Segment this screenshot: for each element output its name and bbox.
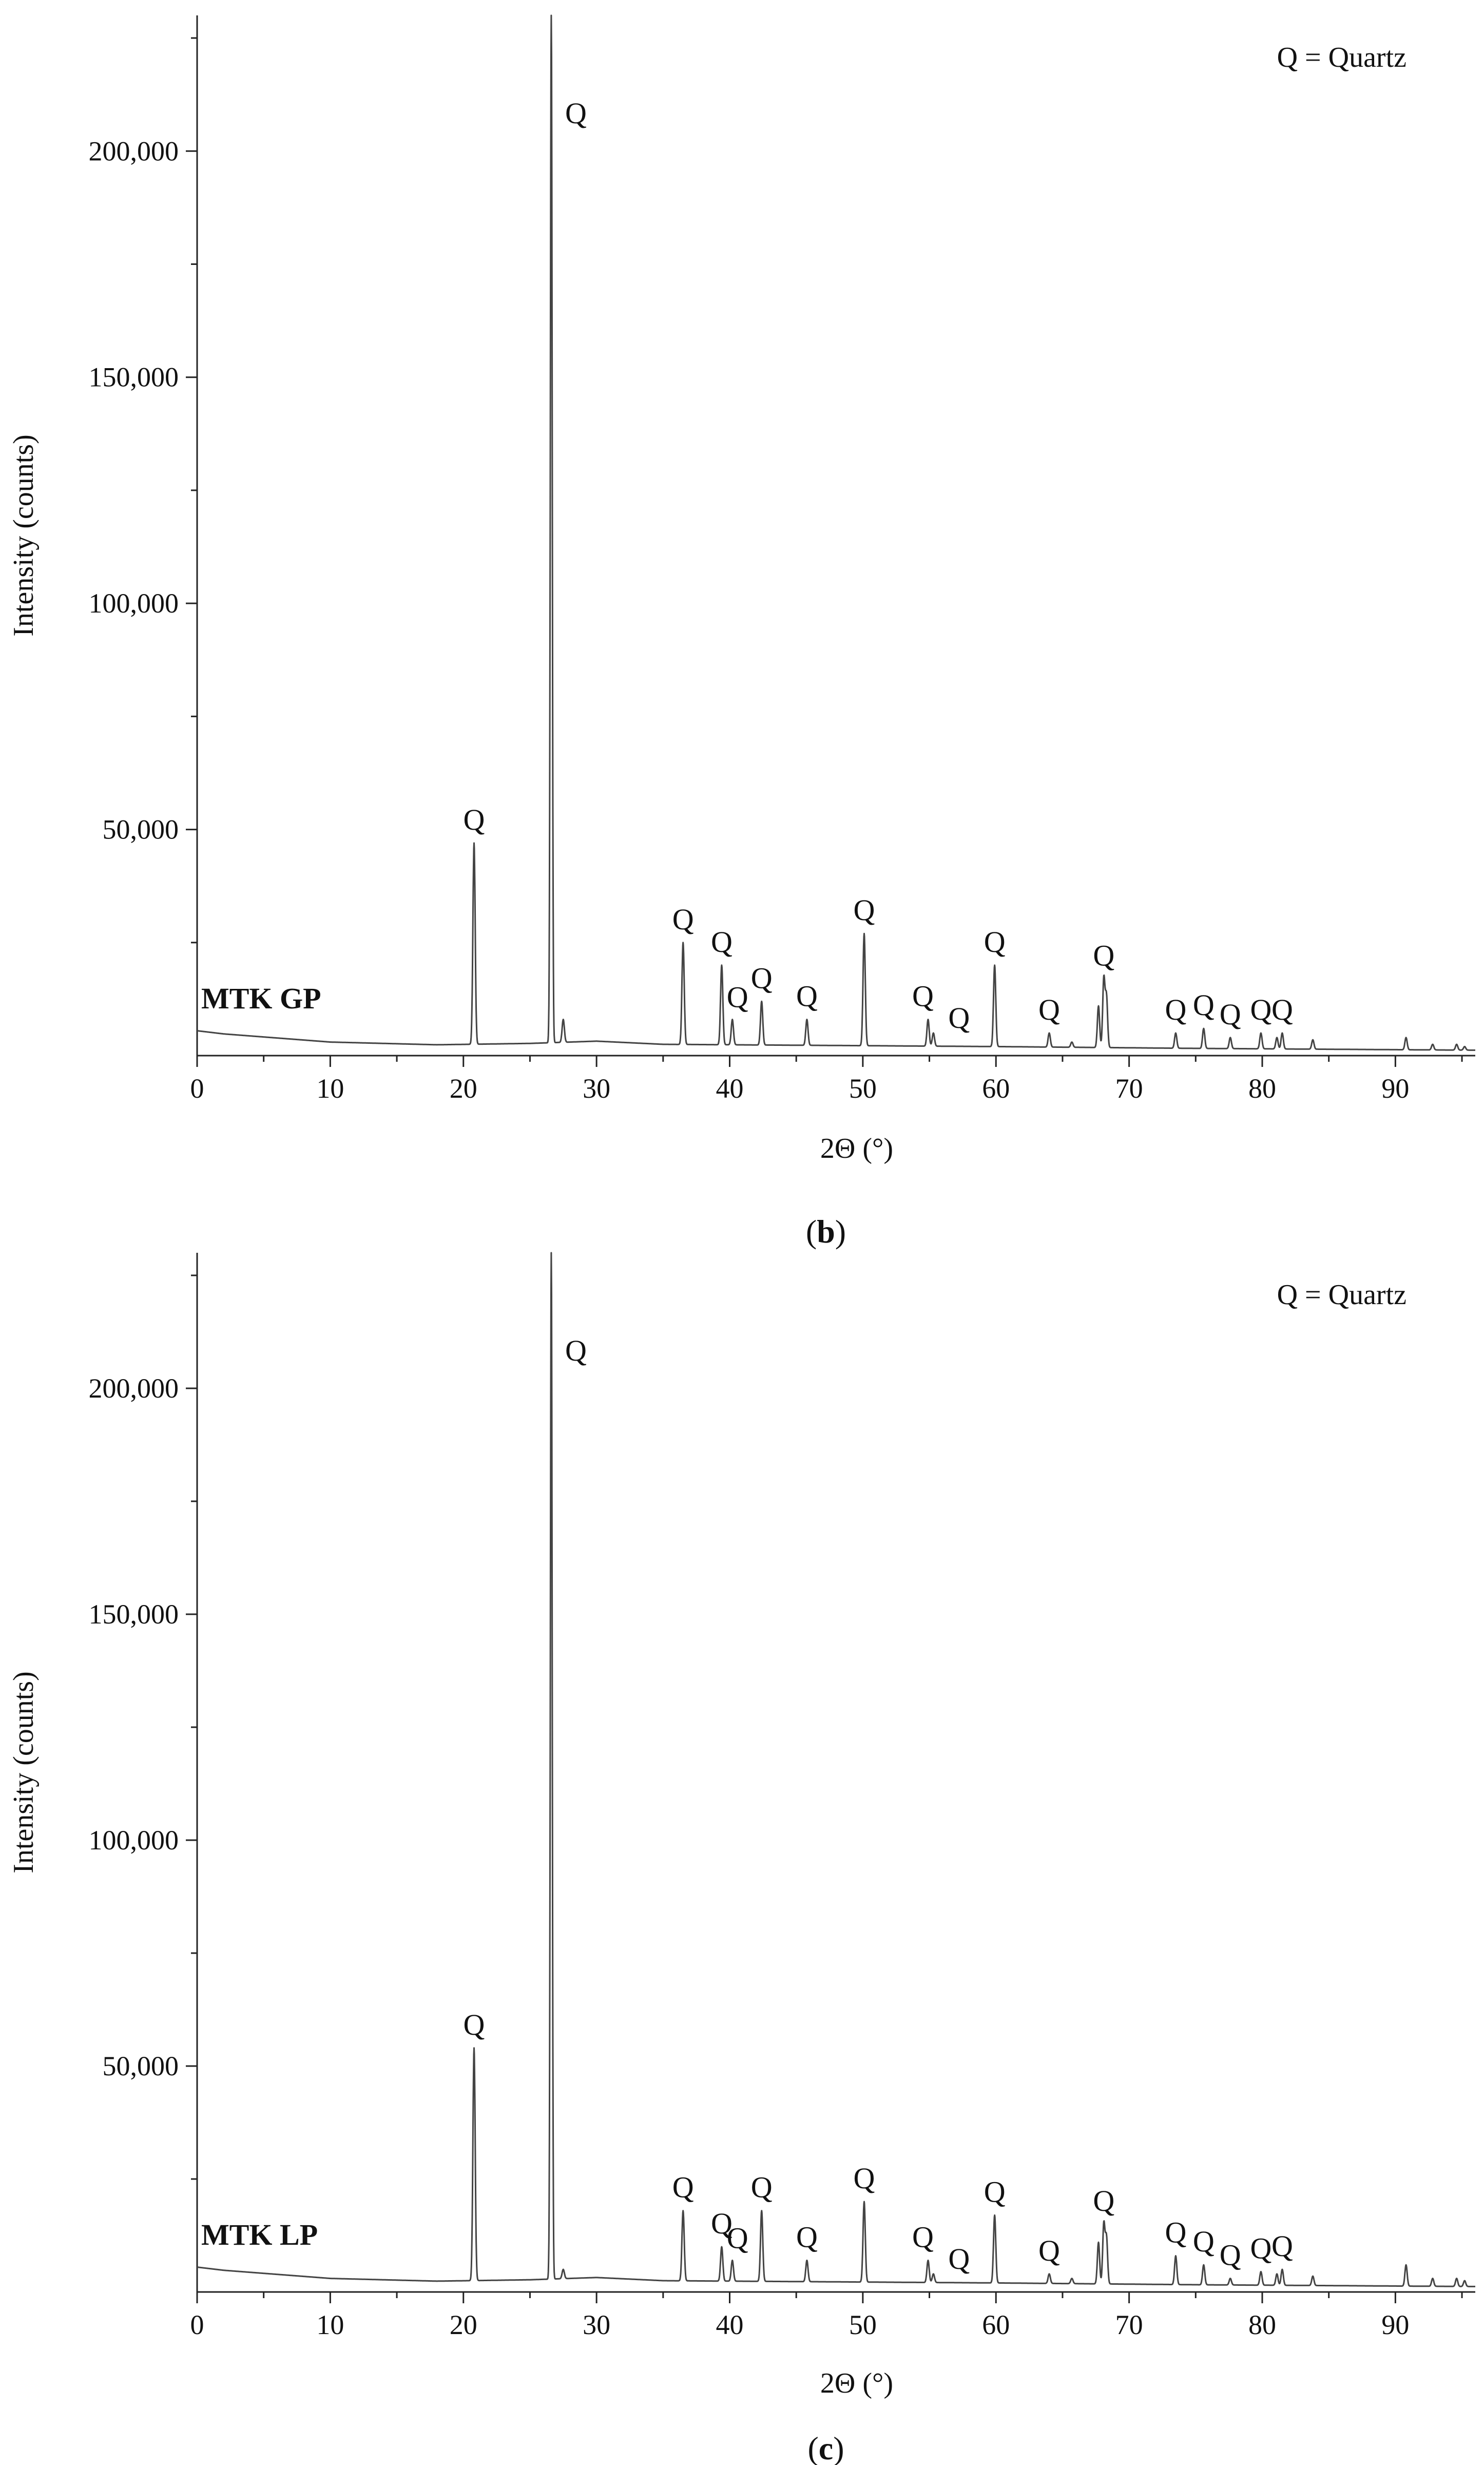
y-tick-label: 50,000 — [103, 814, 179, 845]
peak-label: Q — [1193, 2225, 1215, 2258]
y-tick-label: 200,000 — [89, 136, 179, 166]
x-tick-label: 40 — [716, 2309, 744, 2340]
panel-label-open-paren: ( — [807, 2430, 818, 2465]
x-tick-label: 70 — [1115, 1073, 1143, 1104]
sample-label: MTK GP — [201, 982, 321, 1015]
y-tick-label: 50,000 — [103, 2051, 179, 2081]
x-tick-label: 40 — [716, 1073, 744, 1104]
y-tick-label: 150,000 — [89, 362, 179, 393]
y-tick-label: 100,000 — [89, 588, 179, 619]
peak-label: Q — [727, 2221, 748, 2254]
y-tick-label: 150,000 — [89, 1599, 179, 1630]
x-tick-label: 10 — [316, 1073, 344, 1104]
peak-label: Q — [1093, 939, 1114, 972]
x-tick-label: 30 — [583, 1073, 610, 1104]
peak-label: Q — [727, 981, 748, 1014]
peak-label: Q — [711, 2207, 733, 2240]
peak-label: Q — [1093, 2184, 1114, 2218]
panel-label-close-paren: ) — [833, 2430, 844, 2465]
peak-label: Q — [1271, 993, 1293, 1026]
panel-label: (c) — [807, 2430, 844, 2465]
x-tick-label: 80 — [1248, 1073, 1276, 1104]
panel-label-letter: c — [819, 2430, 833, 2465]
peak-label: Q — [1038, 2234, 1060, 2267]
x-tick-label: 90 — [1381, 1073, 1409, 1104]
peak-label: Q — [464, 803, 485, 836]
x-tick-label: 30 — [583, 2309, 610, 2340]
x-tick-label: 60 — [982, 1073, 1010, 1104]
peak-label: Q — [1250, 993, 1271, 1026]
peak-label: Q — [984, 925, 1006, 959]
peak-label: Q — [1220, 2239, 1241, 2272]
xrd-trace — [197, 14, 1476, 1051]
y-axis-title: Intensity (counts) — [8, 1671, 40, 1873]
panel-label-open-paren: ( — [806, 1213, 817, 1250]
peak-label: Q — [672, 903, 694, 936]
peak-label: Q — [464, 2008, 485, 2041]
x-tick-label: 60 — [982, 2309, 1010, 2340]
x-tick-label: 0 — [190, 2309, 204, 2340]
peak-label: Q — [796, 2220, 818, 2253]
x-axis-title: 2Θ (°) — [820, 2367, 893, 2399]
peak-label: Q — [1193, 988, 1215, 1022]
peak-label: Q — [565, 97, 587, 130]
peak-label: Q — [912, 980, 934, 1013]
x-tick-label: 80 — [1248, 2309, 1276, 2340]
x-tick-label: 90 — [1381, 2309, 1409, 2340]
peak-label: Q — [984, 2175, 1006, 2208]
panel-label-close-paren: ) — [835, 1213, 846, 1250]
x-axis-title: 2Θ (°) — [820, 1133, 893, 1164]
peak-label: Q — [912, 2220, 934, 2253]
peak-label: Q — [948, 1001, 970, 1035]
peak-label: Q — [751, 2171, 773, 2204]
y-tick-label: 100,000 — [89, 1825, 179, 1856]
y-axis-title: Intensity (counts) — [8, 434, 40, 636]
peak-label: Q — [854, 893, 875, 927]
peak-label: Q — [1165, 993, 1186, 1026]
x-tick-label: 0 — [190, 1073, 204, 1104]
x-tick-label: 20 — [450, 2309, 477, 2340]
xrd-trace — [197, 1252, 1476, 2287]
peak-label: Q — [565, 1334, 587, 1367]
peak-label: Q — [948, 2242, 970, 2276]
legend-text: Q = Quartz — [1277, 42, 1406, 73]
peak-label: Q — [672, 2171, 694, 2204]
panel-label: (b) — [806, 1213, 846, 1250]
peak-label: Q — [1220, 998, 1241, 1031]
peak-label: Q — [796, 980, 818, 1013]
peak-label: Q — [1250, 2231, 1271, 2265]
xrd-panel-b: 0 10 20 30 40 50 60 70 80 90 50,000 100,000 150,000 2… — [8, 14, 1476, 1250]
sample-label: MTK LP — [201, 2218, 318, 2251]
legend-text: Q = Quartz — [1277, 1279, 1406, 1311]
panel-label-letter: b — [817, 1213, 835, 1250]
x-tick-label: 70 — [1115, 2309, 1143, 2340]
x-tick-label: 20 — [450, 1073, 477, 1104]
x-tick-label: 50 — [849, 2309, 877, 2340]
y-tick-label: 200,000 — [89, 1373, 179, 1404]
x-tick-label: 10 — [316, 2309, 344, 2340]
peak-label: Q — [1038, 993, 1060, 1026]
peak-label: Q — [1165, 2216, 1186, 2249]
peak-label: Q — [1271, 2229, 1293, 2263]
peak-label: Q — [711, 925, 733, 959]
x-tick-label: 50 — [849, 1073, 877, 1104]
peak-label: Q — [854, 2162, 875, 2195]
xrd-panel-c: 0 10 20 30 40 50 60 70 80 90 50,000 100,000 150,000 2… — [8, 1252, 1476, 2465]
peak-label: Q — [751, 961, 773, 995]
